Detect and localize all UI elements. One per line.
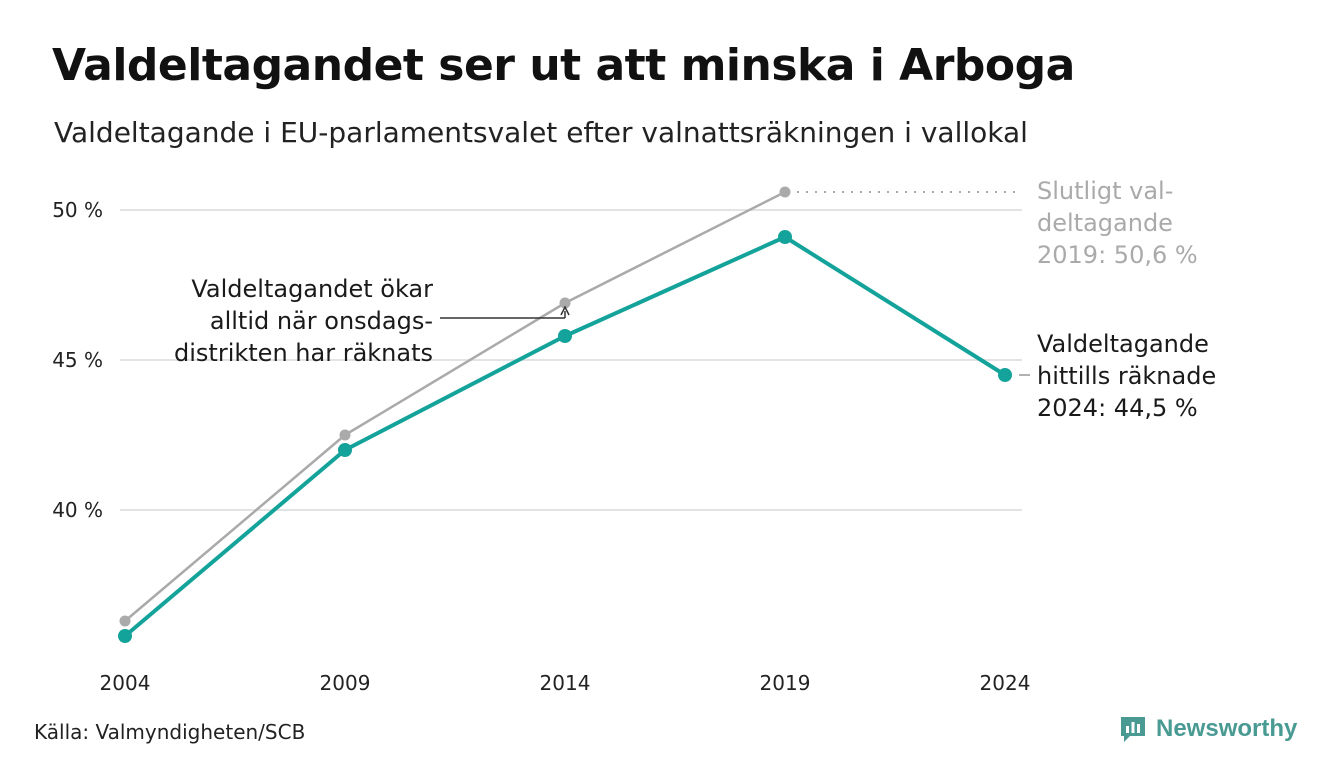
current-2024-label-line: Valdeltagande [1037,330,1209,358]
current-2024-label-line: 2024: 44,5 % [1037,394,1198,422]
newsworthy-logo-icon [1121,717,1145,742]
chart-subtitle: Valdeltagande i EU-parlamentsvalet efter… [54,116,1028,149]
data-point [778,230,792,244]
brand-name: Newsworthy [1156,715,1298,742]
grid-lines [120,209,1022,511]
series-line [124,190,786,622]
final-2019-label-line: 2019: 50,6 % [1037,241,1198,269]
data-point [118,629,132,643]
onsdag-label-line: Valdeltagandet ökar [191,275,433,303]
current-2024-label-line: hittills räknade [1037,362,1216,390]
current-2024-label: Valdeltagande hittills räknade 2024: 44,5 … [1037,330,1216,422]
chart-canvas: 40 % 45 % 50 % 2004 2009 2014 2019 2024 Slutli… [52,177,1216,695]
brand-logo: Newsworthy [1118,714,1297,744]
source-note: Källa: Valmyndigheten/SCB [34,720,306,744]
y-tick-label: 40 % [52,498,103,522]
data-point [338,443,352,457]
final-2019-label: Slutligt val-deltagande 2019: 50,6 % [1037,177,1198,269]
series-group [118,186,1012,643]
x-tick-label: 2009 [320,671,371,695]
data-point [559,297,571,309]
chart-title: Valdeltagandet ser ut att minska i Arbog… [52,40,1075,91]
final-2019-label-line: Slutligt val- [1037,177,1173,205]
y-tick-label: 45 % [52,348,103,372]
data-point [558,329,572,343]
y-axis: 40 % 45 % 50 % [52,198,103,522]
data-point [339,429,351,441]
onsdag-label-line: alltid när onsdags- [210,307,433,335]
x-tick-label: 2024 [980,671,1031,695]
data-point [119,615,131,627]
y-tick-label: 50 % [52,198,103,222]
x-tick-label: 2019 [760,671,811,695]
annotations: Slutligt val-deltagande 2019: 50,6 % Valde… [174,177,1216,422]
arrow-head-icon [560,305,570,316]
data-point [779,186,791,198]
onsdag-label-line: distrikten har räknats [174,339,433,367]
final-2019-label-line: deltagande [1037,209,1173,237]
x-axis: 2004 2009 2014 2019 2024 [100,671,1031,695]
data-point [998,368,1012,382]
x-tick-label: 2004 [100,671,151,695]
x-tick-label: 2014 [540,671,591,695]
onsdag-label: Valdeltagandet ökar alltid när onsdags-di… [174,275,433,367]
